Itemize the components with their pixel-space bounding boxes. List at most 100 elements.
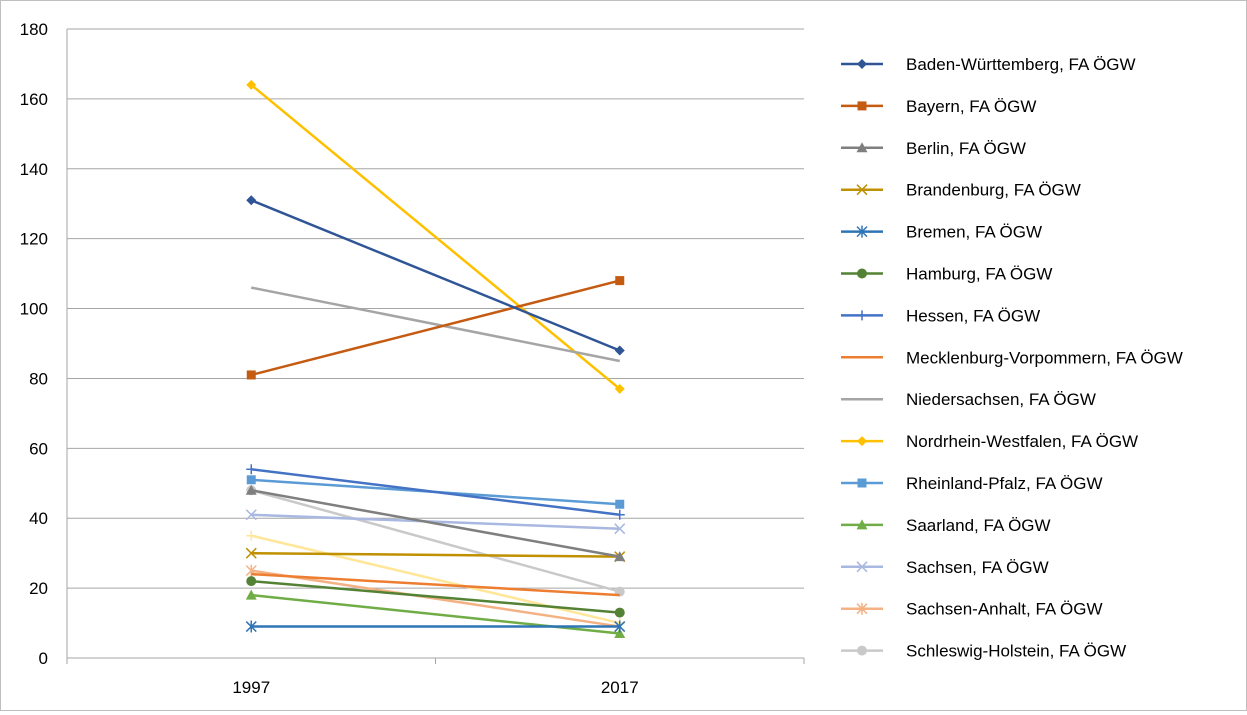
data-point bbox=[245, 547, 257, 559]
series-line bbox=[251, 569, 620, 628]
y-tick-label: 40 bbox=[29, 509, 48, 528]
y-tick-label: 20 bbox=[29, 579, 48, 598]
legend-entry: Rheinland-Pfalz, FA ÖGW bbox=[841, 474, 1103, 493]
y-tick-label: 100 bbox=[20, 300, 48, 319]
legend-entry: Nordrhein-Westfalen, FA ÖGW bbox=[841, 432, 1138, 451]
series-3 bbox=[245, 547, 626, 563]
data-point bbox=[245, 484, 257, 495]
legend-marker bbox=[857, 268, 867, 279]
legend-label: Bayern, FA ÖGW bbox=[906, 97, 1036, 116]
data-point bbox=[245, 589, 257, 600]
legend-entry: Baden-Württemberg, FA ÖGW bbox=[841, 55, 1136, 74]
legend-label: Nordrhein-Westfalen, FA ÖGW bbox=[906, 432, 1138, 451]
legend-entry: Sachsen-Anhalt, FA ÖGW bbox=[841, 600, 1103, 619]
series-line bbox=[250, 199, 621, 352]
legend-marker bbox=[857, 478, 867, 488]
data-point bbox=[245, 509, 257, 521]
series-line bbox=[250, 279, 621, 377]
y-tick-label: 180 bbox=[20, 20, 48, 39]
series-line bbox=[250, 489, 621, 593]
legend-label: Schleswig-Holstein, FA ÖGW bbox=[906, 642, 1126, 661]
legend-label: Baden-Württemberg, FA ÖGW bbox=[906, 55, 1136, 74]
legend-label: Berlin, FA ÖGW bbox=[906, 139, 1026, 158]
legend-marker bbox=[856, 184, 868, 196]
data-point bbox=[614, 628, 626, 639]
legend-label: Sachsen-Anhalt, FA ÖGW bbox=[906, 600, 1103, 619]
series-7 bbox=[251, 572, 620, 597]
legend-entry: Schleswig-Holstein, FA ÖGW bbox=[841, 642, 1126, 661]
legend-entry: Saarland, FA ÖGW bbox=[841, 516, 1051, 535]
legend-marker bbox=[857, 59, 867, 69]
legend-entry: Hamburg, FA ÖGW bbox=[841, 265, 1052, 284]
series-12 bbox=[245, 509, 626, 535]
data-point bbox=[246, 530, 257, 541]
legend-entry: Niedersachsen, FA ÖGW bbox=[841, 390, 1096, 409]
data-point bbox=[614, 509, 625, 520]
x-tick-label-1997: 1997 bbox=[232, 678, 270, 697]
data-point bbox=[614, 383, 625, 394]
legend-label: Brandenburg, FA ÖGW bbox=[906, 181, 1081, 200]
x-tick-label-2017: 2017 bbox=[601, 678, 639, 697]
y-tick-label: 120 bbox=[20, 230, 48, 249]
series-13 bbox=[245, 564, 626, 633]
legend-entry: Bremen, FA ÖGW bbox=[841, 223, 1042, 242]
data-point bbox=[615, 276, 625, 286]
y-tick-label: 80 bbox=[29, 369, 48, 388]
y-tick-label: 160 bbox=[20, 90, 48, 109]
data-point bbox=[246, 475, 256, 485]
data-point bbox=[245, 620, 257, 633]
data-point bbox=[246, 370, 256, 380]
legend-entry: Mecklenburg-Vorpommern, FA ÖGW bbox=[841, 348, 1183, 367]
series-5 bbox=[246, 576, 625, 618]
legend-marker bbox=[856, 225, 868, 238]
legend-entry: Berlin, FA ÖGW bbox=[841, 139, 1026, 158]
legend-label: Hessen, FA ÖGW bbox=[906, 306, 1040, 325]
series-2 bbox=[245, 484, 626, 562]
y-tick-label: 140 bbox=[20, 160, 48, 179]
legend-label: Hamburg, FA ÖGW bbox=[906, 265, 1052, 284]
series-line bbox=[251, 551, 620, 558]
series-8 bbox=[251, 286, 620, 363]
series-line bbox=[250, 83, 621, 390]
data-point bbox=[614, 620, 626, 633]
legend-entry: Hessen, FA ÖGW bbox=[841, 306, 1040, 325]
legend-marker bbox=[857, 436, 867, 447]
legend-label: Bremen, FA ÖGW bbox=[906, 223, 1042, 242]
series-6 bbox=[246, 464, 625, 520]
y-tick-label: 0 bbox=[39, 649, 48, 668]
legend-marker bbox=[857, 645, 867, 656]
legend-label: Sachsen, FA ÖGW bbox=[906, 558, 1049, 577]
data-point bbox=[246, 576, 257, 587]
data-point bbox=[246, 464, 257, 475]
series-9 bbox=[246, 79, 625, 394]
legend-label: Rheinland-Pfalz, FA ÖGW bbox=[906, 474, 1103, 493]
legend-entry: Bayern, FA ÖGW bbox=[841, 97, 1036, 116]
series-0 bbox=[246, 195, 625, 356]
series-4 bbox=[245, 620, 626, 633]
series-lines bbox=[245, 79, 626, 639]
legend-marker bbox=[856, 602, 868, 615]
data-point bbox=[614, 607, 625, 618]
legend-entry: Brandenburg, FA ÖGW bbox=[841, 181, 1081, 200]
series-line bbox=[251, 572, 620, 597]
gridlines bbox=[67, 28, 804, 589]
legend-label: Mecklenburg-Vorpommern, FA ÖGW bbox=[906, 348, 1183, 367]
series-line bbox=[251, 286, 620, 363]
series-1 bbox=[246, 276, 625, 380]
data-point bbox=[246, 79, 257, 90]
series-line bbox=[251, 579, 620, 614]
legend-marker bbox=[856, 561, 868, 573]
legend: Baden-Württemberg, FA ÖGW Bayern, FA ÖGW B… bbox=[841, 55, 1183, 661]
legend-marker bbox=[857, 310, 867, 321]
legend-entry: Sachsen, FA ÖGW bbox=[841, 558, 1049, 577]
data-point bbox=[614, 345, 625, 356]
legend-marker bbox=[856, 519, 868, 530]
series-line bbox=[251, 513, 620, 530]
data-point bbox=[615, 499, 625, 509]
y-tick-label: 60 bbox=[29, 439, 48, 458]
axes: 0 20 40 60 80 100 120 140 160 180 1997 2017 bbox=[20, 20, 805, 697]
data-point bbox=[614, 523, 626, 535]
legend-marker bbox=[857, 101, 867, 111]
